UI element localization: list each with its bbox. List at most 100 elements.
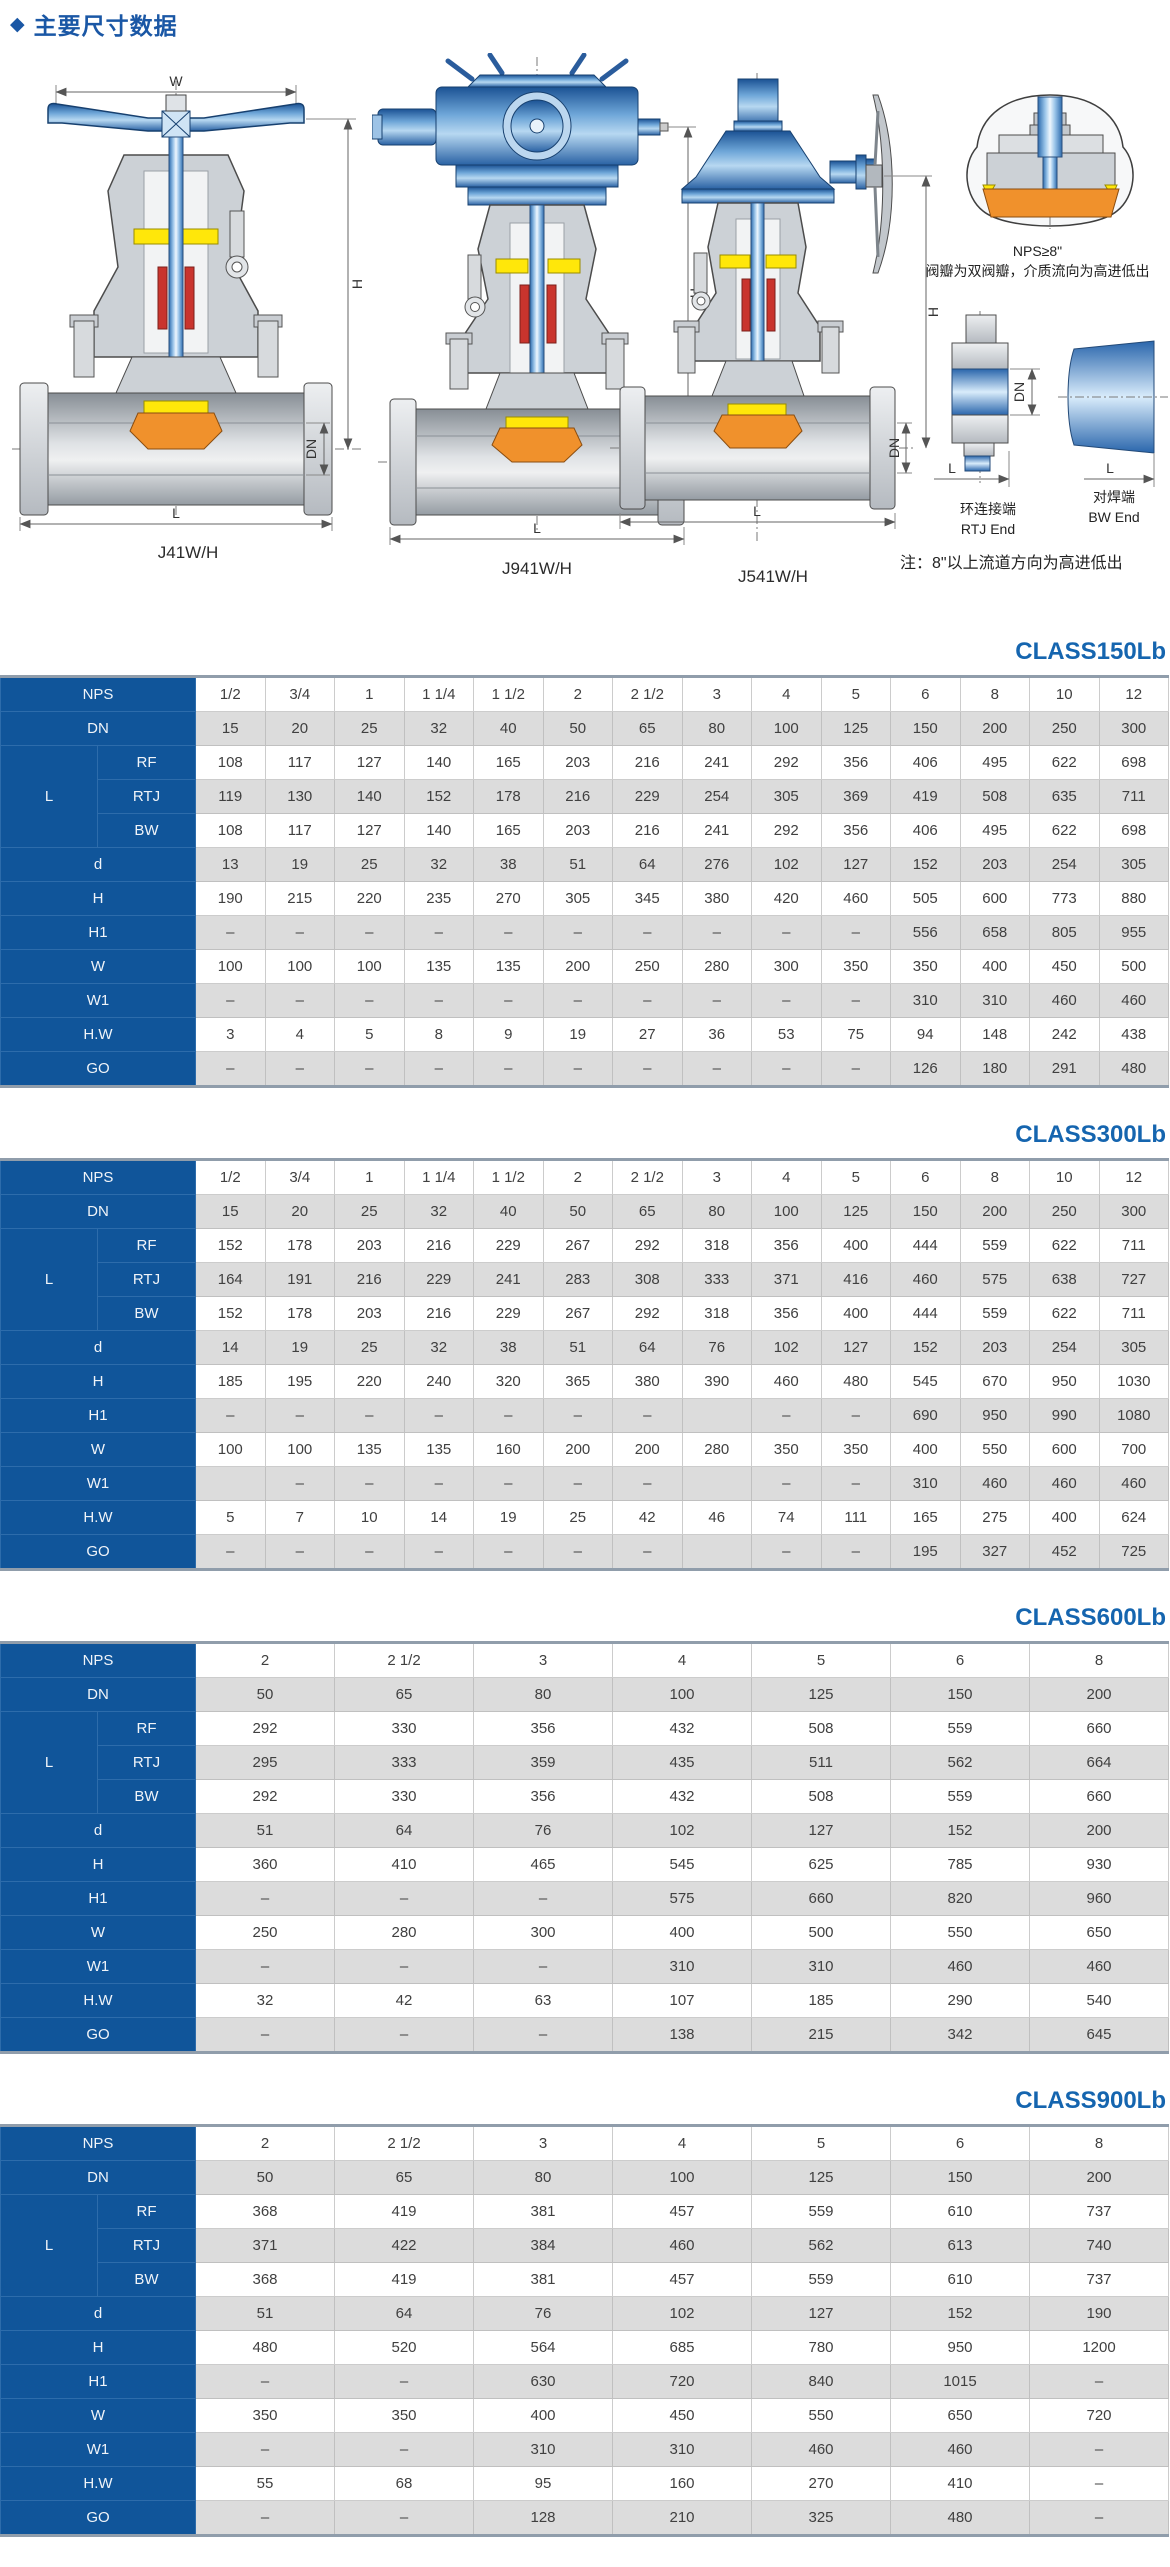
data-cell: 562 (890, 1745, 1030, 1780)
data-cell: – (542, 1051, 613, 1087)
packing-right (546, 284, 557, 344)
data-cell: 280 (681, 1432, 752, 1467)
data-cell: 625 (751, 1847, 891, 1882)
data-cell: 10 (1029, 1159, 1100, 1195)
data-cell: 5 (751, 2125, 891, 2161)
data-cell: 350 (820, 949, 891, 984)
data-cell: 68 (334, 2466, 474, 2501)
data-cell: 400 (1029, 1500, 1100, 1535)
data-cell: – (542, 1466, 613, 1501)
data-cell: – (195, 1398, 266, 1433)
table-row: DN 15 20 25 32 40 50 65 80 100 125 150 200 250 300 (0, 1194, 1169, 1229)
data-cell: 840 (751, 2364, 891, 2399)
data-cell: – (195, 2364, 335, 2399)
data-cell: 117 (264, 813, 335, 848)
data-cell: 511 (751, 1745, 891, 1780)
dimension-tables: CLASS150Lb NPS 1/2 3/4 1 1 1/4 1 1/2 2 2 1/2 3 4 5 6… (0, 605, 1170, 2537)
data-cell: 50 (195, 2160, 335, 2195)
data-cell: 250 (612, 949, 683, 984)
row-label: W (0, 949, 196, 984)
data-cell: 130 (264, 779, 335, 814)
data-cell: 254 (1029, 847, 1100, 882)
data-cell: 550 (751, 2398, 891, 2433)
data-cell: 138 (612, 2017, 752, 2053)
svg-text:DN: DN (303, 439, 319, 459)
packing-left (741, 278, 751, 332)
data-cell: 203 (959, 1330, 1030, 1365)
data-cell: 140 (403, 813, 474, 848)
data-cell: 270 (751, 2466, 891, 2501)
data-cell: 460 (890, 1262, 961, 1297)
data-cell: 135 (403, 1432, 474, 1467)
data-cell: 216 (334, 1262, 405, 1297)
data-cell: 235 (403, 881, 474, 916)
data-cell: – (820, 1051, 891, 1087)
svg-text:H: H (925, 307, 940, 317)
data-cell: – (195, 983, 266, 1018)
data-cell: – (403, 1466, 474, 1501)
data-cell: 720 (612, 2364, 752, 2399)
data-cell: 295 (195, 1745, 335, 1780)
data-cell: 290 (890, 1983, 1030, 2018)
data-cell: 564 (473, 2330, 613, 2365)
data-cell: 419 (334, 2262, 474, 2297)
data-cell: 241 (681, 813, 752, 848)
table-row: BW 292 330 356 432 508 559 660 (1, 1779, 1169, 1814)
table-row: BW 108 117 127 140 165 203 216 241 292 356 406 495 62… (1, 813, 1169, 848)
data-cell: 64 (612, 847, 683, 882)
data-cell: 2 1/2 (612, 676, 683, 712)
data-cell: 108 (195, 745, 266, 780)
data-cell: 785 (890, 1847, 1030, 1882)
data-cell: 325 (751, 2500, 891, 2536)
data-cell: – (195, 915, 266, 950)
disc-detail-line2: 阀瓣为双阀瓣，介质流向为高进低出 (925, 263, 1150, 280)
data-cell: 50 (195, 1677, 335, 1712)
data-cell: 25 (334, 711, 405, 746)
sub-row-label: RTJ (97, 779, 196, 814)
data-cell: 432 (612, 1779, 752, 1814)
data-cell: 19 (264, 847, 335, 882)
data-cell: 711 (1098, 1296, 1169, 1331)
valve-disc (713, 414, 803, 449)
data-cell: 310 (890, 1466, 961, 1501)
data-cell: 350 (334, 2398, 474, 2433)
bw-caption-en: BW End (1088, 509, 1140, 526)
data-cell: 1 (334, 1159, 405, 1195)
data-cell: 371 (751, 1262, 822, 1297)
data-cell: 42 (612, 1500, 683, 1535)
data-cell: – (681, 1051, 752, 1087)
data-cell: 950 (1029, 1364, 1100, 1399)
data-cell: 51 (542, 847, 613, 882)
row-label: DN (0, 1677, 196, 1712)
data-cell: 600 (1029, 1432, 1100, 1467)
data-cell: 150 (890, 711, 961, 746)
data-cell: 36 (681, 1017, 752, 1052)
data-cell: 660 (1029, 1711, 1169, 1746)
disc-detail-caption: NPS≥8" 阀瓣为双阀瓣，介质流向为高进低出 (905, 241, 1170, 282)
data-cell: 350 (890, 949, 961, 984)
row-label: H (0, 1364, 196, 1399)
data-cell: 229 (403, 1262, 474, 1297)
data-cell: 381 (473, 2194, 613, 2229)
data-cell: 310 (612, 2432, 752, 2467)
data-cell: 80 (473, 1677, 613, 1712)
data-cell: 152 (195, 1228, 266, 1263)
data-cell: 562 (751, 2228, 891, 2263)
data-cell: 300 (473, 1915, 613, 1950)
data-cell: 53 (751, 1017, 822, 1052)
disc-detail-figure (935, 89, 1165, 244)
data-cell: 276 (681, 847, 752, 882)
row-label: H.W (0, 1017, 196, 1052)
data-cell: 4 (264, 1017, 335, 1052)
data-cell: 460 (820, 881, 891, 916)
data-cell: 495 (959, 813, 1030, 848)
data-cell: 42 (334, 1983, 474, 2018)
data-cell: 624 (1098, 1500, 1169, 1535)
data-cell: 5 (334, 1017, 405, 1052)
data-cell: 5 (820, 676, 891, 712)
data-cell: 1200 (1029, 2330, 1169, 2365)
table-row: L RF 292 330 356 432 508 559 660 (0, 1711, 1169, 1814)
data-cell: 292 (612, 1228, 683, 1263)
data-cell: – (820, 983, 891, 1018)
dimension-table: NPS 1/2 3/4 1 1 1/4 1 1/2 2 2 1/2 3 4 5 6 8 10 12 DN 15 2… (0, 1158, 1169, 1571)
